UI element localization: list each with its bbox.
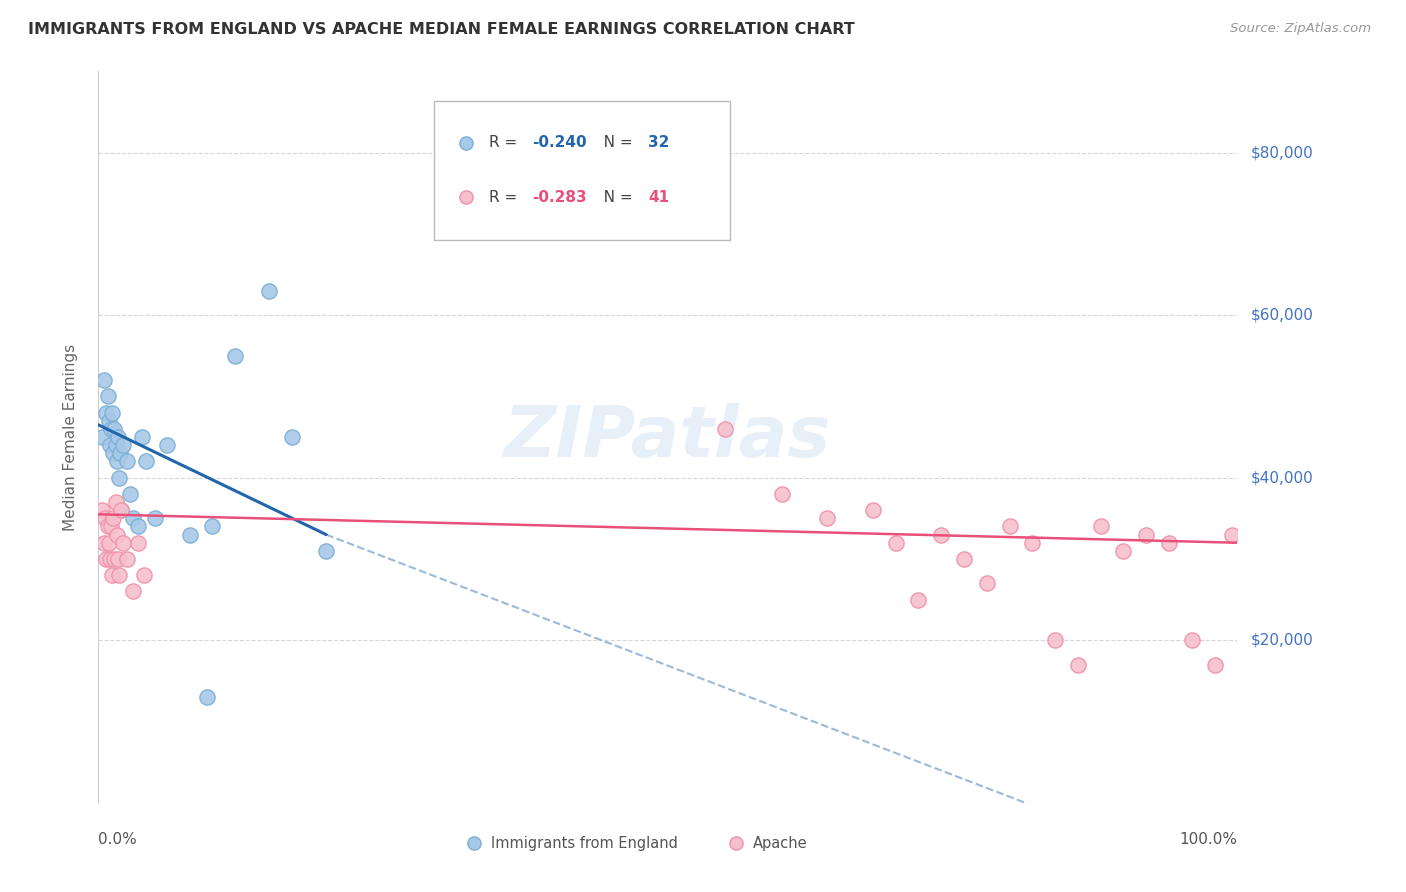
- Point: [105, 454, 128, 468]
- Point: [121, 584, 143, 599]
- Point: [315, 544, 337, 558]
- Point: [1067, 657, 1090, 672]
- Text: 41: 41: [648, 190, 669, 205]
- Point: [100, 519, 122, 533]
- Point: [101, 406, 124, 420]
- Point: [1021, 535, 1043, 549]
- Point: [145, 511, 167, 525]
- Point: [1181, 633, 1204, 648]
- Text: Apache: Apache: [754, 836, 808, 851]
- Point: [110, 503, 132, 517]
- Point: [103, 552, 125, 566]
- Point: [998, 519, 1021, 533]
- Point: [127, 519, 149, 533]
- Point: [929, 527, 952, 541]
- Text: Source: ZipAtlas.com: Source: ZipAtlas.com: [1230, 22, 1371, 36]
- Point: [862, 503, 884, 517]
- Point: [463, 796, 485, 810]
- Point: [105, 527, 128, 541]
- Point: [224, 349, 246, 363]
- Point: [127, 535, 149, 549]
- Text: 0.0%: 0.0%: [98, 832, 138, 847]
- Point: [815, 511, 838, 525]
- Point: [104, 495, 127, 509]
- Text: $40,000: $40,000: [1251, 470, 1313, 485]
- Point: [156, 438, 179, 452]
- Point: [94, 511, 117, 525]
- Point: [90, 430, 112, 444]
- Text: $20,000: $20,000: [1251, 632, 1313, 648]
- Text: R =: R =: [489, 136, 522, 150]
- Point: [103, 511, 125, 525]
- Point: [96, 519, 118, 533]
- Point: [456, 796, 478, 810]
- Text: 100.0%: 100.0%: [1180, 832, 1237, 847]
- Text: N =: N =: [589, 190, 638, 205]
- Point: [259, 284, 281, 298]
- Point: [179, 527, 201, 541]
- Point: [107, 552, 129, 566]
- Text: ZIPatlas: ZIPatlas: [505, 402, 831, 472]
- Point: [714, 422, 737, 436]
- Text: R =: R =: [489, 190, 522, 205]
- Point: [1157, 535, 1180, 549]
- Point: [770, 487, 793, 501]
- Point: [907, 592, 929, 607]
- Point: [101, 568, 124, 582]
- Text: -0.283: -0.283: [533, 190, 586, 205]
- Point: [201, 519, 224, 533]
- Point: [112, 535, 135, 549]
- Point: [93, 373, 115, 387]
- Point: [1135, 527, 1157, 541]
- Point: [132, 568, 155, 582]
- Point: [1090, 519, 1112, 533]
- Point: [103, 422, 125, 436]
- Point: [93, 535, 115, 549]
- Text: Immigrants from England: Immigrants from England: [491, 836, 678, 851]
- Point: [107, 430, 129, 444]
- Point: [96, 389, 118, 403]
- Point: [97, 414, 120, 428]
- Point: [97, 535, 120, 549]
- Point: [953, 552, 976, 566]
- Point: [96, 552, 118, 566]
- Point: [135, 454, 157, 468]
- Text: $80,000: $80,000: [1251, 145, 1313, 161]
- Point: [108, 446, 131, 460]
- Point: [281, 430, 304, 444]
- Point: [1204, 657, 1226, 672]
- Text: 32: 32: [648, 136, 669, 150]
- Text: IMMIGRANTS FROM ENGLAND VS APACHE MEDIAN FEMALE EARNINGS CORRELATION CHART: IMMIGRANTS FROM ENGLAND VS APACHE MEDIAN…: [28, 22, 855, 37]
- Point: [96, 406, 118, 420]
- Text: -0.240: -0.240: [533, 136, 586, 150]
- Point: [1220, 527, 1243, 541]
- Point: [884, 535, 907, 549]
- Y-axis label: Median Female Earnings: Median Female Earnings: [63, 343, 77, 531]
- Point: [110, 503, 132, 517]
- Point: [456, 796, 478, 810]
- Text: $60,000: $60,000: [1251, 308, 1313, 323]
- Point: [98, 552, 121, 566]
- Point: [115, 454, 138, 468]
- Point: [976, 576, 998, 591]
- Point: [98, 438, 121, 452]
- Point: [103, 446, 125, 460]
- Point: [120, 487, 142, 501]
- Point: [725, 796, 748, 810]
- Point: [108, 568, 131, 582]
- Point: [100, 422, 122, 436]
- Point: [104, 438, 127, 452]
- Text: N =: N =: [589, 136, 638, 150]
- Point: [112, 438, 135, 452]
- Point: [131, 430, 153, 444]
- Point: [1043, 633, 1066, 648]
- Point: [90, 503, 112, 517]
- Point: [1112, 544, 1135, 558]
- Point: [115, 552, 138, 566]
- FancyBboxPatch shape: [434, 101, 731, 240]
- Point: [108, 471, 131, 485]
- Point: [121, 511, 143, 525]
- Point: [195, 690, 218, 705]
